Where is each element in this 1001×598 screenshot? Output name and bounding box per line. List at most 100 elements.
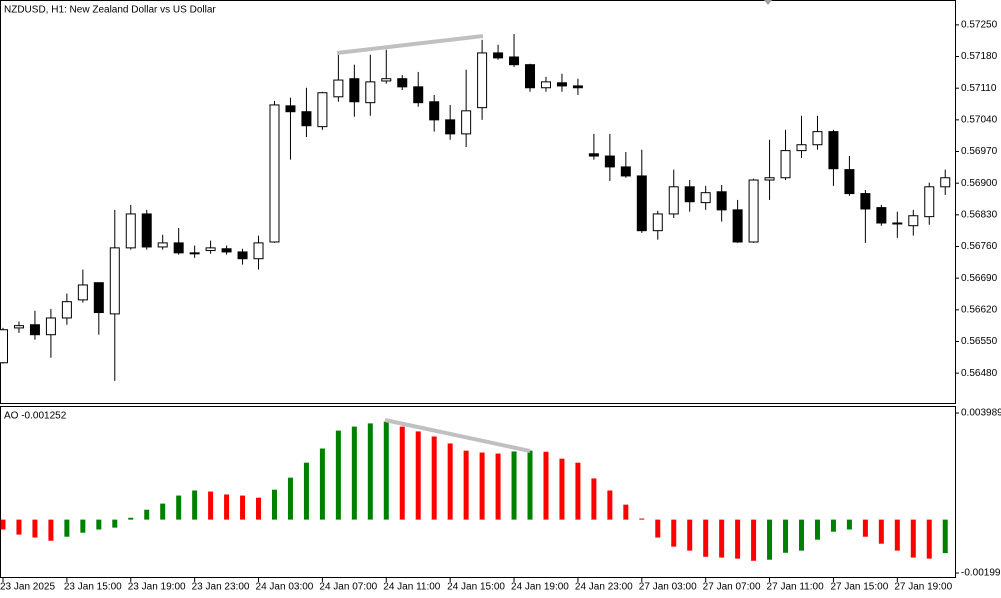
ao-bar [112,519,118,528]
ao-bar [719,519,725,558]
ao-bar [623,504,629,520]
candle-body [109,247,120,315]
candle-body [844,169,855,195]
y-tick-label: 0.56760 [961,241,998,252]
candle-body [940,177,951,188]
ao-bar [335,430,341,520]
candle-body [892,222,903,225]
candle-body [173,242,184,254]
candle-body [333,79,344,98]
ao-bar [303,462,309,520]
ao-bar [479,452,485,520]
candle-body [365,81,376,104]
ao-bar [591,478,597,520]
x-tick-label: 24 Jan 23:00 [575,582,633,593]
ao-bar [383,421,389,520]
candle-body [764,177,775,181]
candle-body [45,317,56,336]
candle-body [93,282,104,314]
x-tick-label: 23 Jan 15:00 [64,582,122,593]
ao-bar [783,519,789,553]
candle-body [525,64,536,89]
candle-body [397,78,408,88]
ao-bar [830,519,836,532]
candle-body [77,284,88,301]
x-tick-label: 23 Jan 23:00 [192,582,250,593]
candle-body [141,213,152,248]
candle-body [684,186,695,203]
ao-bar [192,490,198,520]
ao-bar [799,519,804,551]
candle-body [13,325,24,329]
candle-body [349,78,360,103]
ao-bar [16,519,22,535]
candle-body [237,251,248,260]
candle-body [445,119,456,135]
ao-bar [751,519,757,561]
candle-body [588,153,599,157]
candle-body [157,242,168,248]
ao-bar [687,519,693,551]
y-tick-label: 0.56480 [961,368,998,379]
x-tick-label: 24 Jan 07:00 [319,582,377,593]
ao-bar [176,495,182,520]
candle-body [429,101,440,121]
y-tick-label: 0.56970 [961,146,998,157]
ao-bar [256,497,262,520]
candle-body [604,155,615,168]
ao-bar [351,426,357,520]
candle-body [780,150,791,179]
x-tick-label: 27 Jan 03:00 [639,582,697,593]
candle-body [796,144,807,152]
trendline [384,418,531,453]
candle-body [221,248,232,253]
ao-title: AO -0.001252 [4,411,67,422]
ao-bar [0,519,6,530]
ao-bar [271,489,277,520]
ao-bar [32,519,38,538]
ao-bar [431,436,437,520]
candle-body [540,81,551,89]
ao-bar [224,494,230,520]
ao-bar [240,495,246,520]
ao-bar [703,519,709,557]
ao-bar [942,519,948,554]
candle-body [189,252,200,255]
candle-body [61,301,72,319]
candle-body [812,131,823,146]
ao-bar [319,448,325,520]
x-tick-label: 23 Jan 2025 [0,582,55,593]
ao-bar [495,453,501,520]
candle-body [636,175,647,232]
candle-body [381,78,392,82]
ao-bar [463,450,469,520]
ao-bar [128,517,134,520]
ao-bar [607,490,613,520]
x-tick-label: 24 Jan 11:00 [383,582,441,593]
ao-bar [575,462,581,520]
trendline [336,34,484,55]
candle-body [285,105,296,113]
ao-bar [814,519,820,540]
ao-bar [559,458,565,520]
y-tick-label: 0.57110 [961,83,997,94]
candle-body [732,209,743,243]
ao-bar [671,519,677,547]
candle-body [477,52,488,109]
x-tick-label: 23 Jan 19:00 [128,582,186,593]
ao-bar [144,509,150,520]
y-tick-label: 0.57250 [961,20,998,31]
ao-bar [80,519,86,533]
candle-body [413,86,424,104]
ao-bar [415,431,421,520]
x-tick-label: 27 Jan 07:00 [703,582,761,593]
y-tick-label: 0.003989 [961,408,1001,419]
ao-bar [367,423,373,520]
y-tick-label: 0.56620 [961,304,998,315]
shift-marker [764,0,772,5]
ao-bar [447,443,453,520]
ao-bar [511,451,517,520]
candle-body [509,56,520,66]
candle-body [652,213,663,232]
ao-bar [767,519,773,560]
